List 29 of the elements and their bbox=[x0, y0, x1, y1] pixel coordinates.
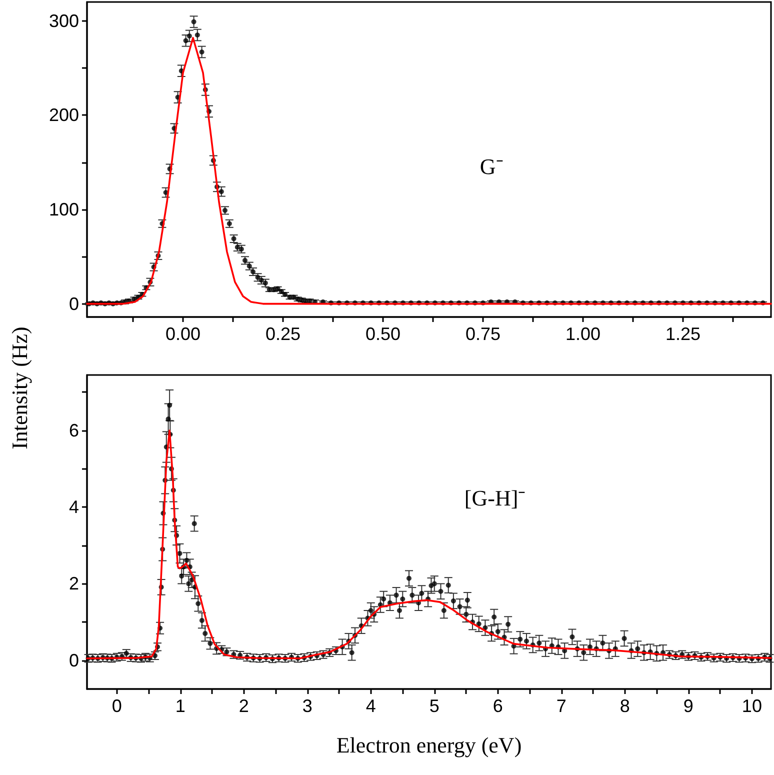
x-axis-title: Electron energy (eV) bbox=[336, 732, 522, 758]
x-tick-label: 1 bbox=[175, 696, 186, 716]
y-tick-label: 6 bbox=[68, 420, 79, 441]
y-tick-label: 0 bbox=[68, 294, 79, 314]
annotation: G⁻ bbox=[480, 154, 503, 179]
x-tick-label: 10 bbox=[742, 696, 762, 716]
y-tick-label: 300 bbox=[48, 10, 79, 31]
x-tick-label: 2 bbox=[238, 696, 249, 716]
x-tick-label: 3 bbox=[302, 696, 312, 716]
y-tick-label: 0 bbox=[68, 650, 79, 670]
y-tick-label: 200 bbox=[48, 105, 79, 126]
x-tick-label: 0.75 bbox=[465, 324, 501, 344]
x-tick-label: 7 bbox=[556, 696, 566, 716]
x-tick-label: 0.25 bbox=[265, 324, 301, 344]
y-axis-title: Intensity (Hz) bbox=[7, 326, 33, 452]
x-tick-label: 6 bbox=[492, 696, 503, 716]
x-tick-label: 1.00 bbox=[565, 324, 601, 344]
x-tick-label: 5 bbox=[429, 696, 440, 716]
x-tick-label: 0 bbox=[112, 696, 122, 716]
y-tick-label: 4 bbox=[68, 497, 79, 518]
x-tick-label: 9 bbox=[683, 696, 694, 716]
x-tick-label: 8 bbox=[620, 696, 630, 716]
x-tick-label: 4 bbox=[366, 696, 376, 716]
y-tick-label: 2 bbox=[68, 574, 79, 594]
annotation: [G-H]⁻ bbox=[464, 485, 526, 510]
x-tick-label: 1.25 bbox=[665, 324, 701, 344]
x-tick-label: 0.50 bbox=[365, 324, 401, 344]
y-tick-label: 100 bbox=[48, 199, 79, 220]
x-tick-label: 0.00 bbox=[165, 324, 201, 344]
